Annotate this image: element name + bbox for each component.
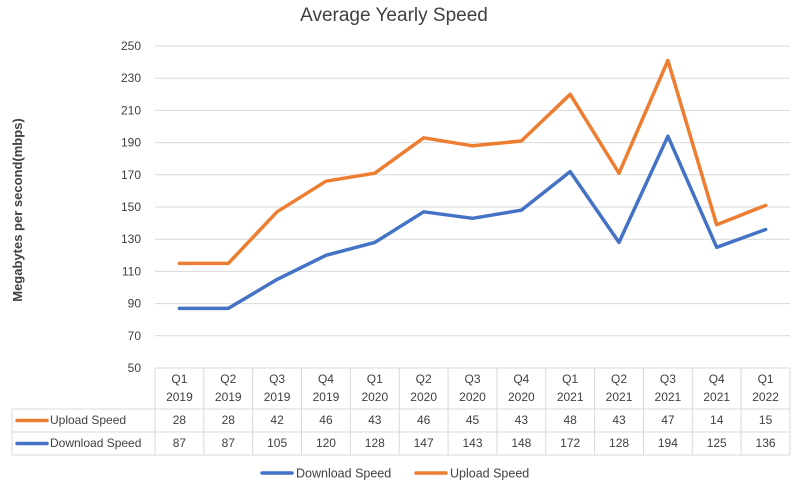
x-tick-label: Q1 (171, 372, 187, 386)
x-tick-label: Q4 (318, 372, 334, 386)
x-tick-label: Q1 (562, 372, 578, 386)
x-tick-label: 2021 (606, 390, 633, 404)
x-tick-label: Q4 (513, 372, 529, 386)
x-tick-label: Q4 (709, 372, 725, 386)
x-tick-label: Q3 (660, 372, 676, 386)
x-tick-label: 2019 (166, 390, 193, 404)
table-cell: 87 (222, 436, 236, 450)
chart-title: Average Yearly Speed (300, 5, 488, 26)
series-line-upload-speed (177, 58, 768, 266)
x-tick-label: Q2 (416, 372, 432, 386)
y-tick-label: 110 (122, 264, 141, 278)
x-tick-label: 2021 (703, 390, 730, 404)
table-cell: 105 (267, 436, 287, 450)
table-cell: 128 (609, 436, 629, 450)
x-tick-label: 2019 (264, 390, 291, 404)
y-tick-label: 90 (128, 297, 142, 311)
y-tick-label: 150 (121, 200, 141, 214)
table-cell: 46 (417, 413, 431, 427)
table-cell: 136 (756, 436, 776, 450)
x-tick-label: 2021 (655, 390, 682, 404)
x-tick-label: 2019 (215, 390, 242, 404)
data-table: Q1 2019 Q2 2019 Q3 2019 Q4 2019 Q1 2020 Q2 2020 Q3 20… (11, 367, 791, 456)
x-tick-label: Q3 (464, 372, 480, 386)
series-lines (177, 58, 768, 311)
table-row-label: Download Speed (50, 436, 141, 450)
x-tick-label: 2020 (459, 390, 486, 404)
x-tick-label: Q3 (269, 372, 285, 386)
legend-label: Download Speed (296, 467, 391, 481)
x-tick-label: 2021 (557, 390, 584, 404)
table-cell: 14 (710, 413, 724, 427)
y-tick-label: 70 (128, 329, 142, 343)
x-tick-label: Q1 (758, 372, 774, 386)
table-cell: 172 (560, 436, 580, 450)
table-cell: 43 (368, 413, 382, 427)
y-axis-label: Megabytes per second(mbps) (10, 118, 25, 302)
legend: Download Speed Upload Speed (260, 467, 529, 481)
gridlines (155, 45, 790, 369)
table-cell: 194 (658, 436, 678, 450)
y-tick-label: 250 (121, 39, 141, 53)
y-axis-ticks: 50 70 90 110 130 150 170 190 210 230 250 (121, 39, 141, 375)
table-cell: 43 (612, 413, 626, 427)
x-tick-label: 2022 (752, 390, 779, 404)
table-cell: 45 (466, 413, 480, 427)
x-tick-label: Q2 (220, 372, 236, 386)
table-cell: 148 (511, 436, 531, 450)
x-tick-label: 2020 (410, 390, 437, 404)
table-cell: 15 (759, 413, 773, 427)
table-cell: 42 (270, 413, 284, 427)
table-cell: 120 (316, 436, 336, 450)
y-tick-label: 130 (121, 232, 141, 246)
x-tick-label: 2020 (361, 390, 388, 404)
x-tick-label: Q2 (611, 372, 627, 386)
table-cell: 125 (707, 436, 727, 450)
y-tick-label: 210 (121, 103, 141, 117)
table-cell: 87 (173, 436, 187, 450)
series-line-download-speed (177, 134, 768, 311)
y-tick-label: 170 (121, 168, 141, 182)
table-cell: 28 (173, 413, 187, 427)
table-cell: 28 (222, 413, 236, 427)
y-tick-label: 190 (121, 136, 141, 150)
table-cell: 48 (564, 413, 578, 427)
table-cell: 128 (365, 436, 385, 450)
table-row-label: Upload Speed (50, 413, 126, 427)
y-tick-label: 230 (121, 71, 141, 85)
table-cell: 47 (661, 413, 675, 427)
x-tick-label: 2019 (313, 390, 340, 404)
table-cell: 46 (319, 413, 333, 427)
legend-label: Upload Speed (450, 467, 529, 481)
y-tick-label: 50 (128, 361, 142, 375)
x-tick-label: Q1 (367, 372, 383, 386)
table-cell: 147 (414, 436, 434, 450)
x-tick-label: 2020 (508, 390, 535, 404)
table-cell: 43 (515, 413, 529, 427)
table-cell: 143 (462, 436, 482, 450)
